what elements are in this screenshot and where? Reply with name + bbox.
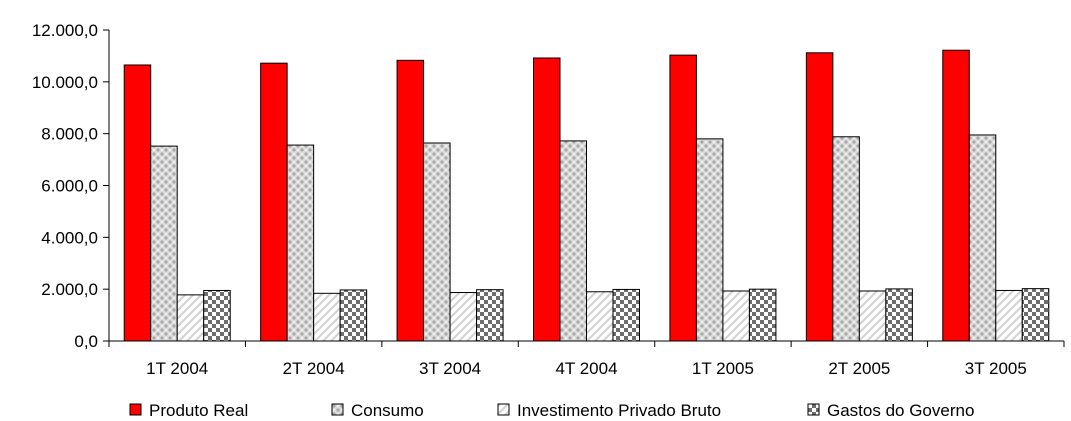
legend-label: Gastos do Governo	[827, 401, 974, 420]
y-tick-label: 12.000,0	[32, 21, 98, 40]
x-axis: 1T 2004 2T 2004 3T 2004 4T 2004 1T 2005 2T 20…	[108, 340, 1065, 378]
x-tick-label: 3T 2005	[965, 359, 1027, 378]
bar-produto-real	[123, 64, 152, 342]
x-tick-label: 2T 2004	[283, 359, 345, 378]
bar-produto-real	[805, 52, 834, 342]
bar-gastos-do-governo	[1021, 288, 1050, 342]
bar-gastos-do-governo	[748, 288, 777, 342]
bar-investimento-privado-bruto	[995, 289, 1023, 342]
x-tick-label: 4T 2004	[555, 359, 617, 378]
bar-investimento-privado-bruto	[722, 290, 750, 342]
bars	[123, 49, 1050, 342]
bar-consumo	[695, 138, 724, 342]
legend-label: Consumo	[351, 401, 424, 420]
bar-consumo	[968, 134, 997, 342]
y-tick-label: 4.000,0	[41, 228, 98, 247]
bar-investimento-privado-bruto	[176, 294, 205, 342]
legend-label: Produto Real	[149, 401, 248, 420]
legend-swatch	[807, 403, 820, 416]
x-tick-label: 1T 2004	[146, 359, 208, 378]
x-tick-label: 3T 2004	[419, 359, 481, 378]
y-axis: 0,0 2.000,0 4.000,0 6.000,0 8.000,0 10.000,0 1…	[32, 21, 110, 351]
bar-produto-real	[260, 62, 288, 342]
legend-swatch	[497, 403, 510, 416]
bar-produto-real	[669, 54, 697, 342]
legend-swatch	[129, 403, 142, 416]
bar-investimento-privado-bruto	[313, 292, 341, 342]
bar-investimento-privado-bruto	[449, 292, 478, 342]
y-tick-label: 6.000,0	[41, 177, 98, 196]
bar-gastos-do-governo	[612, 288, 640, 342]
bar-investimento-privado-bruto	[586, 291, 614, 342]
y-tick-label: 2.000,0	[41, 280, 98, 299]
bar-gastos-do-governo	[203, 289, 231, 342]
legend-swatch	[331, 403, 344, 416]
bar-produto-real	[942, 49, 970, 342]
y-tick-label: 10.000,0	[32, 73, 98, 92]
bar-produto-real	[396, 59, 425, 342]
bar-consumo	[150, 145, 178, 342]
x-tick-label: 2T 2005	[828, 359, 890, 378]
bar-gastos-do-governo	[476, 289, 504, 342]
bar-consumo	[286, 144, 315, 342]
bar-gastos-do-governo	[885, 288, 913, 342]
legend: Produto Real Consumo Investimento Privado …	[129, 401, 974, 420]
x-tick-label: 1T 2005	[692, 359, 754, 378]
bar-investimento-privado-bruto	[858, 290, 887, 342]
bar-consumo	[832, 136, 860, 342]
legend-label: Investimento Privado Bruto	[517, 401, 721, 420]
bar-gastos-do-governo	[339, 289, 368, 342]
bar-consumo	[559, 140, 587, 342]
bar-consumo	[423, 142, 451, 342]
y-tick-label: 0,0	[74, 332, 98, 351]
y-tick-label: 8.000,0	[41, 125, 98, 144]
bar-produto-real	[533, 57, 561, 342]
